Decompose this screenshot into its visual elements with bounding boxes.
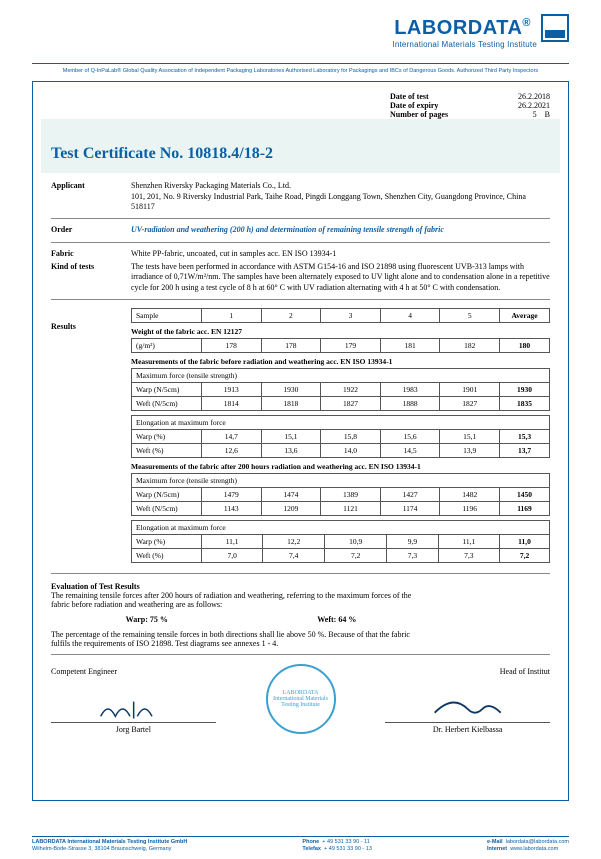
before-force-table: Maximum force (tensile strength) Warp (N…: [131, 368, 550, 411]
sig-right-title: Head of Institut: [385, 667, 550, 676]
applicant-row: Applicant Shenzhen Riversky Packaging Ma…: [51, 181, 550, 212]
before-title: Measurements of the fabric before radiat…: [131, 357, 550, 366]
evaluation-block: Evaluation of Test Results The remaining…: [51, 582, 550, 648]
sig-left-name: Jorg Bartel: [51, 722, 216, 734]
brand-subtitle: International Materials Testing Institut…: [32, 40, 537, 49]
after-elong-table: Elongation at maximum force Warp (%)11,1…: [131, 520, 550, 563]
certificate-page: LABORDATA® International Materials Testi…: [0, 0, 601, 859]
member-line: Member of Q-InPaLab® Global Quality Asso…: [0, 64, 601, 81]
weight-title: Weight of the fabric acc. EN 12127: [131, 327, 550, 336]
brand-logo-icon: [541, 14, 569, 42]
fabric-row: Fabric White PP-fabric, uncoated, cut in…: [51, 249, 550, 259]
eval-warp: Warp: 75 %: [126, 615, 168, 624]
applicant-name: Shenzhen Riversky Packaging Materials Co…: [131, 181, 550, 191]
results-tables: Sample 1 2 3 4 5 Average Weight of the f…: [131, 306, 550, 567]
signature-right-icon: [431, 698, 504, 720]
stamp-icon: LABORDATA International Materials Testin…: [266, 664, 336, 734]
weight-table: (g/m²) 178178179181182 180: [131, 338, 550, 353]
certificate-title: Test Certificate No. 10818.4/18-2: [41, 119, 560, 173]
eval-intro: The remaining tensile forces after 200 h…: [51, 591, 411, 609]
results-label: Results: [51, 306, 131, 567]
kind-row: Kind of tests The tests have been perfor…: [51, 262, 550, 293]
sample-header-table: Sample 1 2 3 4 5 Average: [131, 308, 550, 323]
eval-weft: Weft: 64 %: [317, 615, 356, 624]
eval-note: The percentage of the remaining tensile …: [51, 630, 410, 648]
signature-left-icon: [97, 698, 170, 720]
content-frame: Date of test26.2.2018 Date of expiry26.2…: [32, 81, 569, 801]
page-footer: LABORDATA International Materials Testin…: [32, 836, 569, 853]
meta-block: Date of test26.2.2018 Date of expiry26.2…: [390, 92, 550, 119]
brand-header: LABORDATA® International Materials Testi…: [0, 0, 601, 59]
order-row: Order UV-radiation and weathering (200 h…: [51, 225, 550, 235]
eval-label: Evaluation of Test Results: [51, 582, 171, 591]
after-force-table: Maximum force (tensile strength) Warp (N…: [131, 473, 550, 516]
brand-name: LABORDATA®: [394, 17, 531, 40]
sig-right-name: Dr. Herbert Kielbassa: [385, 722, 550, 734]
signature-area: Competent Engineer Jorg Bartel LABORDATA…: [51, 667, 550, 734]
applicant-address: 101, 201, No. 9 Riversky Industrial Park…: [131, 192, 550, 213]
sig-left-title: Competent Engineer: [51, 667, 216, 676]
before-elong-table: Elongation at maximum force Warp (%)14,7…: [131, 415, 550, 458]
after-title: Measurements of the fabric after 200 hou…: [131, 462, 550, 471]
